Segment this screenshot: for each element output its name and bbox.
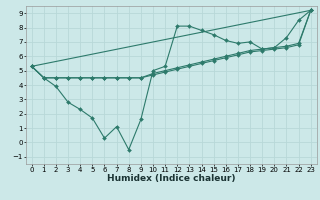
X-axis label: Humidex (Indice chaleur): Humidex (Indice chaleur) — [107, 174, 236, 183]
